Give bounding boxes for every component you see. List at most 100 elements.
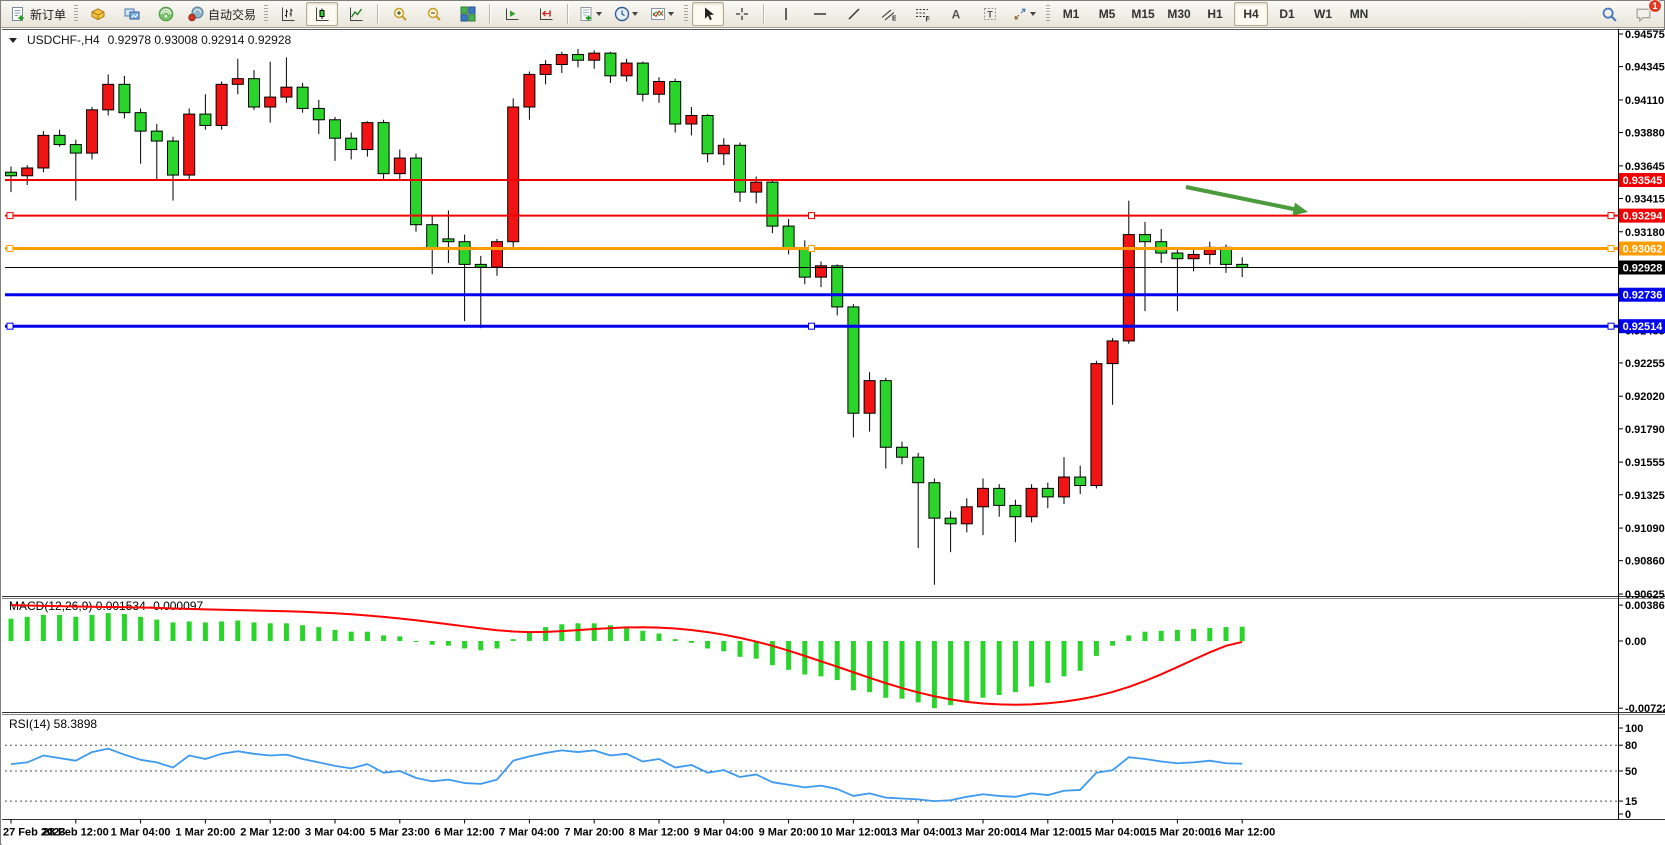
macd-histogram-bar: [332, 629, 338, 641]
price-tag-0.93545: [1619, 173, 1665, 188]
macd-histogram-bar: [1207, 627, 1213, 641]
text-label-tool[interactable]: T: [974, 2, 1006, 26]
time-tick-label: 1 Mar 20:00: [175, 827, 235, 839]
toolbar-grip[interactable]: [684, 5, 689, 23]
candle-down: [847, 306, 860, 414]
templates-dropdown-icon[interactable]: [668, 12, 675, 16]
symbol-period-label: USDCHF-,H4: [27, 33, 100, 47]
candle-down: [118, 83, 131, 114]
search-button[interactable]: [1593, 2, 1625, 26]
market-button[interactable]: [82, 2, 114, 26]
price-tag-0.92514-text: 0.92514: [1623, 321, 1664, 333]
macd-histogram-bar: [1239, 626, 1245, 641]
toolbar-grip[interactable]: [1046, 5, 1051, 23]
macd-histogram-bar: [510, 639, 516, 641]
zoom-in-button[interactable]: [384, 2, 416, 26]
macd-histogram-bar: [364, 631, 370, 641]
fibonacci-tool[interactable]: F: [906, 2, 938, 26]
tab-m1[interactable]: M1: [1062, 7, 1080, 21]
candlestick-chart-button[interactable]: [306, 2, 339, 26]
equidistant-channel-tool[interactable]: E: [872, 2, 904, 26]
line-handle[interactable]: [1607, 322, 1615, 330]
line-chart-button[interactable]: [340, 2, 372, 26]
notifications-button[interactable]: 1: [1627, 0, 1662, 26]
macd-histogram-bar: [1158, 630, 1164, 641]
line-handle[interactable]: [808, 245, 815, 253]
cursor-button[interactable]: [692, 2, 725, 26]
text-tool[interactable]: A: [940, 2, 972, 26]
gold-box-icon: [91, 8, 105, 21]
macd-histogram-bar: [1093, 641, 1099, 656]
line-handle[interactable]: [1607, 245, 1615, 253]
tab-w1[interactable]: W1: [1314, 7, 1333, 21]
price-tick-label: 0.93415: [1625, 193, 1665, 205]
chart-shift-button[interactable]: [530, 2, 562, 26]
candle-down: [53, 134, 66, 146]
tab-m30[interactable]: M30: [1167, 7, 1191, 21]
macd-histogram-bar: [607, 625, 613, 641]
candle-up: [717, 144, 730, 155]
candle-down: [329, 119, 341, 139]
line-handle[interactable]: [6, 245, 14, 253]
candle-up: [1025, 487, 1038, 518]
line-handle[interactable]: [808, 322, 815, 330]
zoom-out-button[interactable]: [418, 2, 450, 26]
periods-dropdown-icon[interactable]: [632, 12, 639, 16]
tab-m5[interactable]: M5: [1098, 7, 1116, 21]
tab-mn[interactable]: MN: [1349, 7, 1369, 21]
candle-up: [815, 265, 827, 278]
vertical-line-tool[interactable]: [770, 2, 802, 26]
text-label-icon: T: [984, 8, 997, 20]
signals-button[interactable]: [150, 2, 182, 26]
toolbar-separator: [489, 4, 492, 24]
candle-down: [669, 80, 682, 125]
time-tick-label: 2 Mar 12:00: [240, 827, 300, 839]
crosshair-button[interactable]: [726, 2, 758, 26]
arrows-tool[interactable]: [1008, 2, 1042, 26]
macd-histogram-bar: [381, 635, 387, 641]
line-handle[interactable]: [808, 212, 815, 220]
new-chart-dropdown-icon[interactable]: [596, 12, 603, 16]
horizontal-line-tool[interactable]: [804, 2, 836, 26]
new-order-button[interactable]: 新订单: [6, 2, 70, 26]
trend-arrow-annotation[interactable]: [1185, 185, 1299, 212]
tab-h1[interactable]: H1: [1207, 7, 1223, 21]
market-watch-button[interactable]: [116, 2, 148, 26]
candle-up: [507, 106, 520, 243]
candle-down: [1171, 252, 1184, 260]
new-chart-button[interactable]: [574, 2, 608, 26]
rsi-tick-label: 80: [1625, 740, 1637, 752]
new-order-label: 新订单: [30, 7, 67, 22]
bar-chart-button[interactable]: [272, 2, 304, 26]
price-tick-label: 0.90860: [1625, 556, 1665, 568]
macd-histogram-bar: [316, 627, 322, 641]
periods-button[interactable]: [610, 2, 644, 26]
trend-arrow-head[interactable]: [1292, 202, 1308, 216]
candle-up: [37, 134, 50, 169]
tab-m15[interactable]: M15: [1131, 7, 1155, 21]
tab-h4[interactable]: H4: [1234, 2, 1269, 26]
candle-up: [1106, 340, 1119, 365]
tab-d1[interactable]: D1: [1279, 7, 1295, 21]
macd-tick-label: -0.007224: [1625, 703, 1665, 715]
candle-up: [21, 167, 34, 177]
line-handle[interactable]: [6, 212, 14, 220]
macd-histogram-bar: [640, 630, 646, 641]
autotrade-button[interactable]: 自动交易: [184, 2, 260, 26]
arrows-dropdown-icon[interactable]: [1030, 12, 1037, 16]
auto-scroll-button[interactable]: [496, 2, 528, 26]
symbol-dropdown-icon[interactable]: [9, 37, 17, 43]
time-tick-label: 15 Mar 04:00: [1080, 827, 1146, 839]
macd-histogram-bar: [834, 641, 840, 681]
candle-up: [1058, 476, 1070, 498]
tile-windows-button[interactable]: [452, 2, 484, 26]
templates-button[interactable]: [646, 2, 680, 26]
candle-down: [766, 181, 779, 227]
trendline-tool[interactable]: [838, 2, 870, 26]
toolbar-grip[interactable]: [74, 5, 79, 23]
toolbar-grip[interactable]: [264, 5, 269, 23]
line-handle[interactable]: [1607, 212, 1615, 220]
line-handle[interactable]: [6, 322, 14, 330]
candle-up: [361, 122, 374, 151]
